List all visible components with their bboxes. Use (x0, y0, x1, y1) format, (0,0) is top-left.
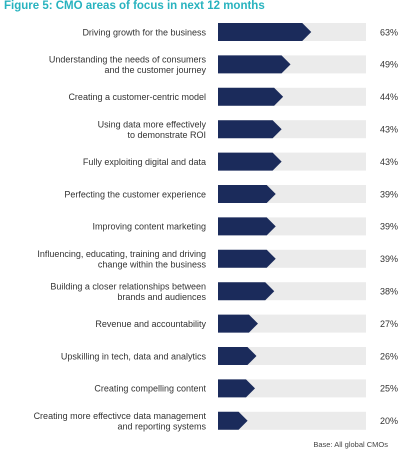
value-label: 25% (380, 384, 398, 394)
bar (218, 249, 276, 268)
value-label: 27% (380, 319, 398, 329)
category-label: Creating a customer-centric model (68, 92, 206, 102)
category-label: Driving growth for the business (82, 27, 206, 37)
category-label: Improving content marketing (92, 222, 206, 232)
bar (218, 23, 312, 41)
bar (218, 152, 282, 171)
bar (218, 347, 257, 365)
value-label: 43% (380, 125, 398, 135)
category-label: Creating more effectivce data management (34, 411, 207, 421)
category-label: Upskilling in tech, data and analytics (61, 351, 207, 361)
value-label: 44% (380, 92, 398, 102)
category-label: to demonstrate ROI (127, 130, 206, 140)
value-label: 26% (380, 351, 398, 361)
category-label: and the customer journey (104, 65, 206, 75)
bar (218, 185, 276, 203)
bar (218, 55, 291, 74)
value-label: 39% (380, 254, 398, 264)
value-label: 43% (380, 157, 398, 167)
bar (218, 282, 275, 301)
bar (218, 314, 258, 333)
category-label: change within the business (98, 259, 207, 269)
value-label: 39% (380, 189, 398, 199)
value-label: 49% (380, 60, 398, 70)
category-label: Influencing, educating, training and dri… (37, 249, 206, 259)
category-label: Fully exploiting digital and data (83, 157, 206, 167)
category-label: Building a closer relationships between (50, 281, 206, 291)
category-label: Using data more effectively (98, 119, 207, 129)
bar-track (218, 314, 366, 333)
source-note: Base: All global CMOs (313, 440, 388, 449)
category-label: and reporting systems (117, 421, 206, 431)
value-label: 39% (380, 222, 398, 232)
value-label: 38% (380, 287, 398, 297)
bar (218, 120, 282, 139)
bar (218, 379, 255, 398)
bar (218, 87, 284, 106)
bar (218, 217, 276, 236)
bar (218, 411, 248, 430)
figure-title: Figure 5: CMO areas of focus in next 12 … (4, 0, 265, 12)
value-label: 20% (380, 416, 398, 426)
category-label: Revenue and accountability (95, 319, 206, 329)
category-label: Understanding the needs of consumers (49, 54, 207, 64)
bar-track (218, 411, 366, 430)
value-label: 63% (380, 27, 398, 37)
category-label: Perfecting the customer experience (64, 189, 206, 199)
category-label: Creating compelling content (94, 384, 206, 394)
bar-track (218, 379, 366, 398)
bar-track (218, 347, 366, 365)
category-label: brands and audiences (117, 292, 206, 302)
